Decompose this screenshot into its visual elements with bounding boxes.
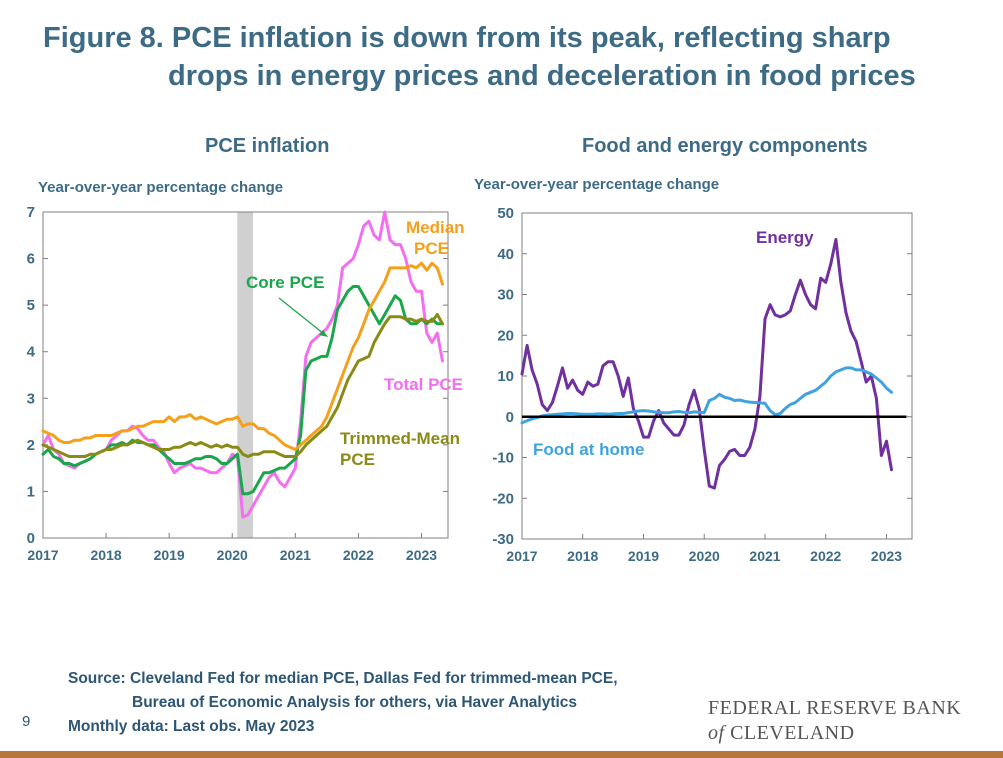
x-tick-label: 2019 — [154, 547, 185, 563]
x-tick-label: 2022 — [810, 548, 841, 564]
y-tick-label: 1 — [27, 483, 35, 500]
y-tick-label: 6 — [27, 251, 35, 268]
y-tick-label: -20 — [492, 490, 514, 507]
data-note: Monthly data: Last obs. May 2023 — [68, 718, 315, 735]
right-chart-title: Food and energy components — [582, 135, 868, 157]
logo-line-1: FEDERAL RESERVE BANK — [708, 697, 962, 719]
source-line-1: Source: Cleveland Fed for median PCE, Da… — [68, 670, 618, 687]
y-tick-label: 3 — [27, 390, 35, 407]
y-tick-label: -10 — [492, 450, 514, 467]
page-number: 9 — [22, 713, 31, 730]
x-tick-label: 2018 — [567, 548, 598, 564]
series-line-trimmed — [41, 313, 444, 458]
core-label: Core PCE — [246, 273, 324, 292]
food-label: Food at home — [533, 440, 644, 459]
y-tick-label: 0 — [506, 409, 514, 426]
x-tick-label: 2020 — [689, 548, 720, 564]
x-tick-label: 2019 — [628, 548, 659, 564]
core-label-pointer — [278, 297, 325, 335]
figure-title-line2: drops in energy prices and deceleration … — [168, 60, 916, 92]
x-tick-label: 2018 — [91, 547, 122, 563]
x-tick-label: 2017 — [506, 548, 537, 564]
y-tick-label: 40 — [497, 246, 514, 263]
left-y-axis-label: Year-over-year percentage change — [38, 179, 284, 196]
left-chart-title: PCE inflation — [205, 135, 330, 157]
figure-title-line1: Figure 8. PCE inflation is down from its… — [43, 22, 891, 54]
total-label: Total PCE — [384, 375, 463, 394]
x-tick-label: 2022 — [343, 547, 374, 563]
y-tick-label: 0 — [27, 530, 35, 547]
bottom-accent-bar — [0, 751, 1003, 758]
plot-frame-left — [42, 211, 449, 539]
energy-label: Energy — [756, 228, 814, 247]
series-line-food — [520, 366, 893, 425]
plot-frame-right — [521, 212, 913, 540]
median-label-line1: Median — [406, 218, 465, 237]
median-label-line2: PCE — [414, 239, 449, 258]
series-line-median — [41, 261, 444, 451]
series-line-total — [41, 210, 444, 519]
source-line-2: Bureau of Economic Analysis for others, … — [132, 694, 578, 711]
x-tick-label: 2021 — [280, 547, 311, 563]
series-line-core — [41, 285, 444, 496]
right-y-axis-label: Year-over-year percentage change — [474, 176, 720, 193]
logo-of: of — [708, 722, 725, 744]
y-tick-label: -30 — [492, 531, 514, 548]
y-tick-label: 5 — [27, 297, 35, 314]
y-tick-label: 10 — [497, 368, 514, 385]
y-tick-label: 50 — [497, 205, 514, 222]
y-tick-label: 4 — [27, 344, 36, 361]
y-tick-label: 30 — [497, 287, 514, 304]
logo-line-2: of CLEVELAND — [708, 722, 855, 745]
core-label-arrowhead — [319, 330, 328, 337]
x-tick-label: 2023 — [406, 547, 437, 563]
y-tick-label: 2 — [27, 437, 35, 454]
x-tick-label: 2020 — [217, 547, 248, 563]
logo-cleveland: CLEVELAND — [730, 722, 855, 744]
x-tick-label: 2017 — [27, 547, 58, 563]
trimmed-label-line2: PCE — [340, 450, 375, 469]
series-line-energy — [520, 238, 893, 490]
y-tick-label: 20 — [497, 327, 514, 344]
x-tick-label: 2021 — [749, 548, 780, 564]
trimmed-label-line1: Trimmed-Mean — [340, 429, 460, 448]
y-tick-label: 7 — [27, 204, 35, 221]
x-tick-label: 2023 — [871, 548, 902, 564]
